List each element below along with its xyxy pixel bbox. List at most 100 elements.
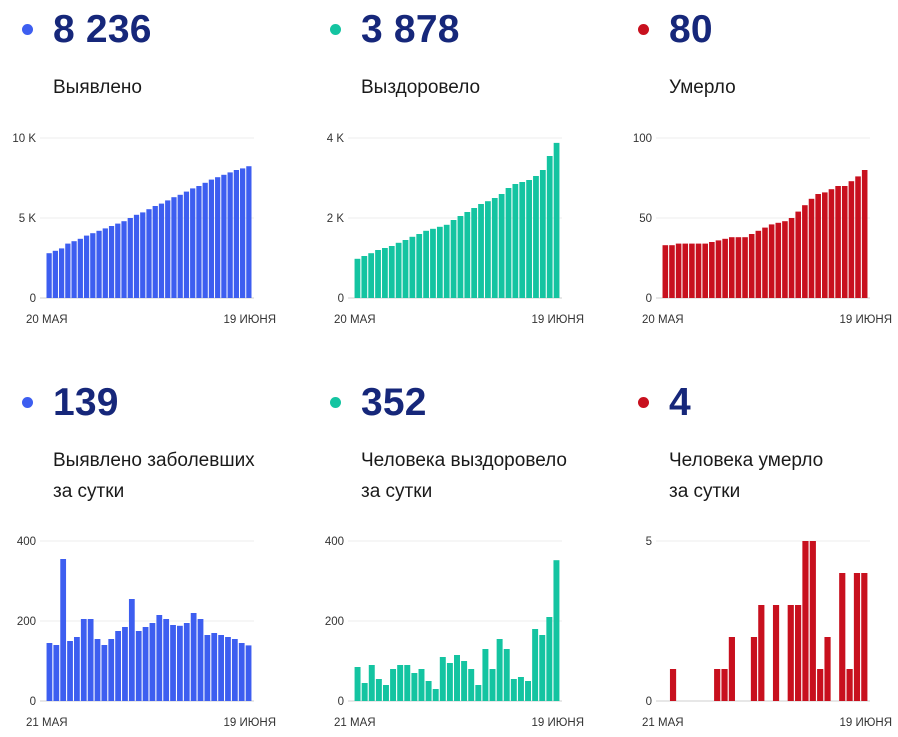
y-tick-label: 50 <box>639 213 652 225</box>
bar <box>221 174 227 298</box>
y-tick-label: 400 <box>325 536 344 548</box>
stat-label-line: Человека умерло <box>669 450 824 471</box>
bar <box>115 631 121 701</box>
y-tick-label: 0 <box>30 696 36 708</box>
bar <box>742 237 748 298</box>
bar <box>839 573 846 701</box>
y-tick: 400 <box>17 536 254 548</box>
bar <box>382 685 389 701</box>
x-axis-label-start: 20 МАЯ <box>334 314 376 326</box>
bar <box>83 235 90 298</box>
bar <box>52 250 58 298</box>
bar <box>461 661 468 701</box>
bar <box>787 605 794 701</box>
bar <box>846 669 853 701</box>
bar <box>108 639 115 701</box>
bar <box>208 179 215 298</box>
bar <box>475 685 482 701</box>
bar <box>121 221 127 298</box>
bar <box>689 243 695 298</box>
stat-label-line: за сутки <box>361 481 433 502</box>
bar <box>795 605 802 701</box>
bar <box>102 228 108 298</box>
bar <box>146 209 152 298</box>
bar <box>464 212 471 298</box>
bar <box>553 142 560 298</box>
bar <box>215 177 221 298</box>
bar <box>388 246 395 298</box>
bar <box>423 230 429 298</box>
bar <box>446 663 453 701</box>
legend-dot-icon <box>22 397 33 408</box>
bar <box>714 669 721 701</box>
legend-dot-icon <box>330 24 341 35</box>
chart-detected: 0 5 K 10 K 20 МАЯ 19 ИЮНЯ <box>0 128 290 333</box>
bar <box>728 237 735 298</box>
bar <box>454 655 460 701</box>
stat-value: 8 236 <box>53 8 152 51</box>
y-tick-label: 4 K <box>327 133 345 145</box>
y-tick-label: 200 <box>17 616 36 628</box>
bar <box>808 198 815 298</box>
bar <box>436 226 443 298</box>
bar <box>491 198 498 298</box>
bar <box>135 631 142 701</box>
bar <box>67 641 73 701</box>
y-tick-label: 0 <box>646 696 652 708</box>
bar <box>127 218 133 298</box>
stat-label-line: Умерло <box>669 77 736 98</box>
bar <box>196 186 202 298</box>
bar <box>517 677 524 701</box>
bar <box>96 230 102 298</box>
x-axis-label-end: 19 ИЮНЯ <box>224 717 276 729</box>
bar <box>525 681 532 701</box>
bar <box>152 206 158 298</box>
bar <box>80 619 87 701</box>
y-tick-label: 400 <box>17 536 36 548</box>
y-tick: 0 <box>646 696 870 708</box>
bar <box>361 683 368 701</box>
legend-dot-icon <box>638 397 649 408</box>
bar <box>450 220 457 298</box>
bar <box>443 224 450 298</box>
y-tick-label: 2 K <box>327 213 345 225</box>
bar <box>211 633 218 701</box>
bar <box>225 637 231 701</box>
stat-label: Выздоровело <box>361 72 601 103</box>
bar <box>788 218 795 298</box>
bar <box>853 573 861 701</box>
bar <box>245 645 252 701</box>
y-tick-label: 0 <box>338 293 344 305</box>
bar <box>669 669 677 701</box>
bar <box>133 214 140 298</box>
bar <box>71 241 77 298</box>
bar <box>170 625 176 701</box>
x-axis-label-start: 20 МАЯ <box>26 314 68 326</box>
bar <box>108 226 115 298</box>
bar <box>402 240 409 298</box>
x-axis-label-end: 19 ИЮНЯ <box>840 717 892 729</box>
stat-label-line: Выздоровело <box>361 77 481 98</box>
bar <box>546 156 553 298</box>
bar <box>156 615 163 701</box>
bar <box>772 605 780 701</box>
stat-value: 4 <box>669 381 691 424</box>
y-tick-label: 200 <box>325 616 344 628</box>
chart-died-daily: 0 5 21 МАЯ 19 ИЮНЯ <box>616 531 898 736</box>
bar <box>735 237 742 298</box>
bar <box>101 645 108 701</box>
bar <box>533 176 539 298</box>
bar <box>468 669 475 701</box>
bar <box>432 689 439 701</box>
bar <box>762 227 768 298</box>
bar <box>439 657 446 701</box>
bar <box>404 665 411 701</box>
stat-label: Человека умерло за сутки <box>669 445 898 507</box>
bar <box>539 170 546 298</box>
stat-label: Человека выздоровело за сутки <box>361 445 601 507</box>
bar <box>183 623 190 701</box>
bar <box>227 172 233 298</box>
y-tick: 400 <box>325 536 562 548</box>
bar <box>782 221 788 298</box>
x-axis-label-end: 19 ИЮНЯ <box>532 717 584 729</box>
